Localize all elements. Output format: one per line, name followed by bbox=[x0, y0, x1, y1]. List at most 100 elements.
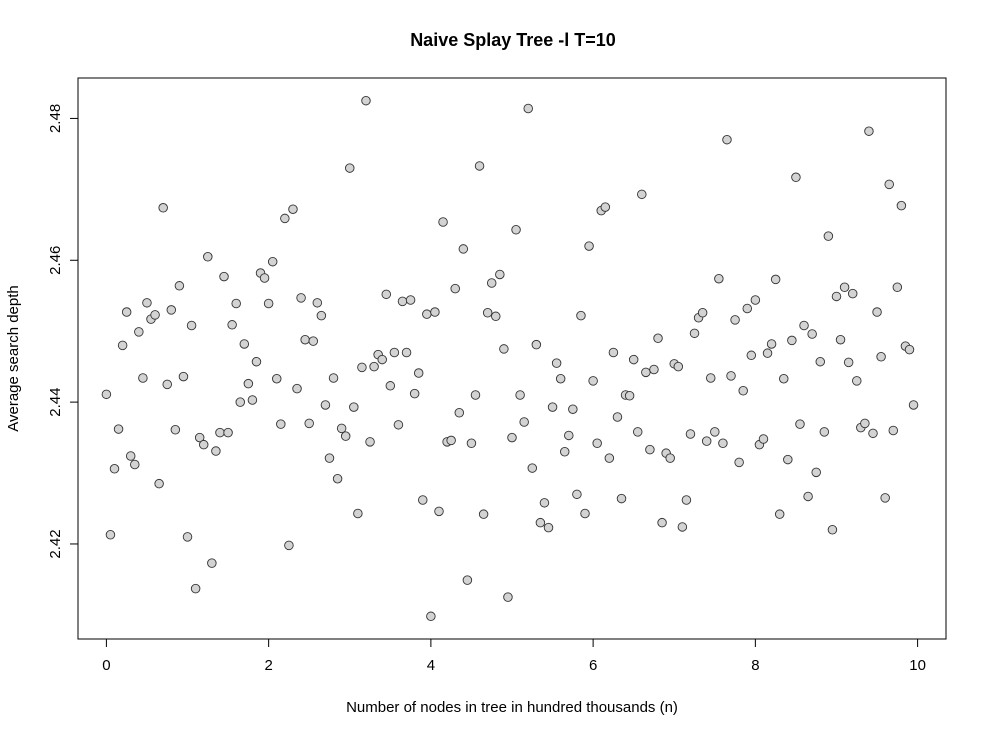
data-point bbox=[495, 269, 505, 280]
data-point bbox=[158, 203, 168, 213]
data-point bbox=[864, 126, 874, 136]
data-point bbox=[673, 361, 684, 372]
data-point bbox=[499, 344, 509, 354]
data-point bbox=[766, 339, 777, 349]
data-point bbox=[271, 373, 282, 384]
data-point bbox=[150, 310, 160, 320]
y-tick-label: 2.44 bbox=[47, 388, 64, 417]
data-point bbox=[568, 404, 578, 414]
plot-frame bbox=[77, 77, 947, 640]
data-point bbox=[316, 310, 327, 321]
data-point bbox=[134, 327, 144, 337]
data-point bbox=[823, 231, 834, 241]
data-point bbox=[746, 350, 757, 361]
data-point bbox=[503, 592, 513, 602]
data-point bbox=[616, 493, 627, 504]
data-point bbox=[884, 179, 894, 190]
data-point bbox=[178, 371, 189, 382]
data-point bbox=[267, 256, 278, 267]
data-point bbox=[847, 288, 858, 299]
data-point bbox=[576, 310, 586, 321]
y-tick-label: 2.46 bbox=[47, 246, 64, 275]
data-point bbox=[466, 438, 477, 449]
data-point bbox=[486, 278, 497, 288]
data-point bbox=[872, 307, 882, 317]
x-axis-label: Number of nodes in tree in hundred thous… bbox=[346, 699, 678, 716]
data-point bbox=[276, 419, 286, 429]
data-point bbox=[860, 418, 870, 429]
data-point bbox=[247, 395, 258, 405]
y-tick-label: 2.42 bbox=[47, 529, 64, 558]
data-point bbox=[685, 429, 696, 439]
data-point bbox=[154, 478, 164, 489]
data-point bbox=[300, 334, 310, 345]
data-point bbox=[600, 202, 611, 212]
data-point bbox=[641, 367, 651, 378]
data-point bbox=[572, 489, 582, 500]
data-point bbox=[722, 134, 732, 145]
data-point bbox=[539, 498, 550, 508]
data-point bbox=[880, 493, 890, 503]
data-point bbox=[795, 419, 805, 429]
data-point bbox=[174, 281, 185, 291]
data-point bbox=[632, 427, 643, 437]
data-point bbox=[811, 467, 821, 478]
x-tick-label: 10 bbox=[909, 657, 926, 674]
data-point bbox=[381, 289, 392, 300]
data-point bbox=[535, 517, 546, 528]
data-point bbox=[474, 161, 485, 171]
data-point bbox=[308, 336, 319, 346]
x-tick-label: 8 bbox=[751, 657, 759, 674]
data-point bbox=[101, 389, 112, 400]
data-point bbox=[393, 420, 404, 430]
data-point bbox=[454, 408, 465, 418]
data-point bbox=[125, 451, 136, 461]
data-point bbox=[523, 103, 533, 114]
data-point bbox=[799, 320, 809, 331]
data-point bbox=[580, 508, 590, 519]
data-point bbox=[852, 376, 862, 386]
data-point bbox=[105, 529, 116, 540]
data-point bbox=[697, 308, 708, 318]
data-point bbox=[113, 424, 124, 434]
data-point bbox=[758, 434, 769, 444]
data-point bbox=[170, 425, 181, 435]
data-point bbox=[726, 371, 736, 381]
data-point bbox=[730, 315, 740, 325]
data-point bbox=[296, 293, 306, 303]
data-point bbox=[612, 412, 623, 422]
data-point bbox=[340, 431, 351, 441]
data-point bbox=[405, 295, 416, 305]
x-tick-label: 2 bbox=[264, 657, 272, 674]
data-point bbox=[385, 381, 396, 391]
y-axis: 2.42 2.44 2.46 2.48 bbox=[47, 104, 79, 559]
chart-title: Naive Splay Tree -l T=10 bbox=[410, 30, 616, 50]
data-point bbox=[470, 390, 481, 400]
data-point bbox=[807, 329, 817, 339]
data-point bbox=[718, 438, 728, 449]
data-point bbox=[774, 509, 785, 519]
data-point bbox=[543, 522, 554, 533]
data-point bbox=[263, 298, 274, 309]
data-point bbox=[166, 305, 177, 315]
data-point bbox=[710, 427, 720, 437]
data-point bbox=[835, 334, 846, 345]
data-point bbox=[450, 283, 460, 294]
data-point bbox=[783, 454, 793, 465]
data-point bbox=[904, 344, 915, 355]
data-point bbox=[332, 473, 343, 484]
data-point bbox=[701, 436, 712, 446]
data-point bbox=[251, 356, 262, 367]
data-point bbox=[235, 397, 245, 407]
data-point bbox=[681, 495, 692, 505]
data-point bbox=[714, 273, 724, 284]
data-point bbox=[637, 189, 647, 200]
data-point bbox=[288, 204, 298, 214]
data-point bbox=[608, 347, 619, 358]
data-point bbox=[259, 273, 270, 283]
data-point bbox=[519, 417, 529, 427]
data-point bbox=[438, 217, 448, 227]
data-point bbox=[418, 495, 428, 505]
data-point bbox=[223, 427, 233, 438]
data-point bbox=[564, 430, 574, 441]
